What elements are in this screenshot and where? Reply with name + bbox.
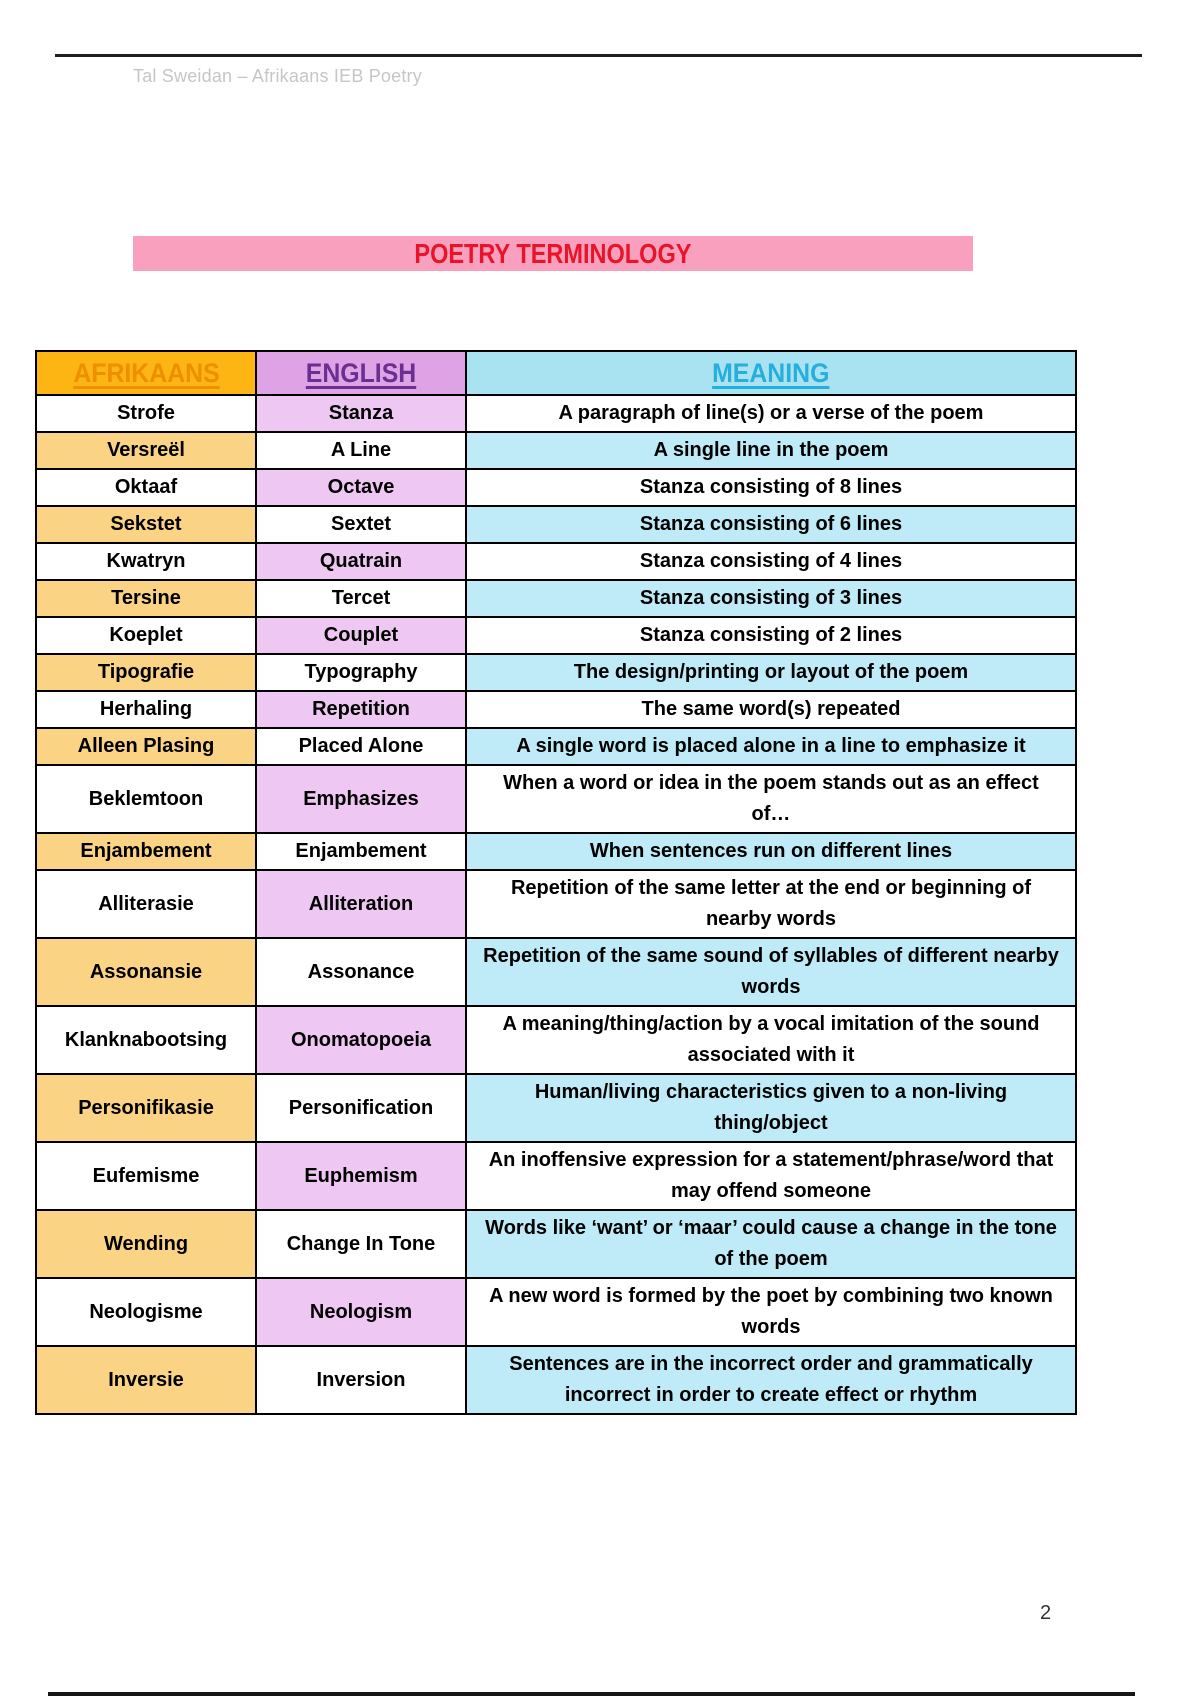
- table-row: Sekstet Sextet Stanza consisting of 6 line…: [35, 505, 1077, 544]
- table-row: Strofe Stanza A paragraph of line(s) or a …: [35, 394, 1077, 433]
- cell-afrikaans: Tipografie: [35, 653, 257, 692]
- terminology-table: AFRIKAANS ENGLISH MEANING Strofe Stanza A …: [35, 350, 1077, 1415]
- table-body: Strofe Stanza A paragraph of line(s) or a …: [35, 394, 1077, 1415]
- cell-english: Typography: [255, 653, 467, 692]
- cell-english: Tercet: [255, 579, 467, 618]
- cell-afrikaans: Kwatryn: [35, 542, 257, 581]
- cell-afrikaans: Neologisme: [35, 1277, 257, 1347]
- table-row: Klanknabootsing Onomatopoeia A meaning/thi…: [35, 1005, 1077, 1075]
- column-header-afrikaans: AFRIKAANS: [35, 350, 257, 396]
- table-row: Beklemtoon Emphasizes When a word or idea …: [35, 764, 1077, 834]
- cell-meaning: Sentences are in the incorrect order and…: [465, 1345, 1077, 1415]
- cell-meaning: Stanza consisting of 2 lines: [465, 616, 1077, 655]
- table-row: Eufemisme Euphemism An inoffensive express…: [35, 1141, 1077, 1211]
- top-rule: [55, 54, 1142, 57]
- column-header-english: ENGLISH: [255, 350, 467, 396]
- cell-meaning: Repetition of the same letter at the end…: [465, 869, 1077, 939]
- cell-meaning: The same word(s) repeated: [465, 690, 1077, 729]
- cell-english: Alliteration: [255, 869, 467, 939]
- cell-meaning: Stanza consisting of 6 lines: [465, 505, 1077, 544]
- cell-afrikaans: Alleen Plasing: [35, 727, 257, 766]
- cell-afrikaans: Beklemtoon: [35, 764, 257, 834]
- cell-english: Emphasizes: [255, 764, 467, 834]
- cell-english: A Line: [255, 431, 467, 470]
- column-header-meaning: MEANING: [465, 350, 1077, 396]
- table-row: Neologisme Neologism A new word is formed …: [35, 1277, 1077, 1347]
- cell-meaning: Stanza consisting of 4 lines: [465, 542, 1077, 581]
- table-header-row: AFRIKAANS ENGLISH MEANING: [35, 350, 1077, 396]
- cell-meaning: An inoffensive expression for a statemen…: [465, 1141, 1077, 1211]
- table-row: Enjambement Enjambement When sentences run…: [35, 832, 1077, 871]
- cell-afrikaans: Alliterasie: [35, 869, 257, 939]
- cell-afrikaans: Eufemisme: [35, 1141, 257, 1211]
- cell-meaning: The design/printing or layout of the poe…: [465, 653, 1077, 692]
- column-header-afrikaans-label: AFRIKAANS: [72, 358, 220, 388]
- column-header-english-label: ENGLISH: [305, 358, 417, 388]
- cell-meaning: Repetition of the same sound of syllable…: [465, 937, 1077, 1007]
- title-banner: POETRY TERMINOLOGY: [133, 236, 973, 271]
- cell-english: Euphemism: [255, 1141, 467, 1211]
- cell-afrikaans: Tersine: [35, 579, 257, 618]
- cell-english: Stanza: [255, 394, 467, 433]
- cell-english: Octave: [255, 468, 467, 507]
- cell-meaning: A paragraph of line(s) or a verse of the…: [465, 394, 1077, 433]
- cell-meaning: Words like ‘want’ or ‘maar’ could cause …: [465, 1209, 1077, 1279]
- cell-english: Couplet: [255, 616, 467, 655]
- cell-afrikaans: Oktaaf: [35, 468, 257, 507]
- cell-english: Placed Alone: [255, 727, 467, 766]
- cell-afrikaans: Wending: [35, 1209, 257, 1279]
- cell-afrikaans: Personifikasie: [35, 1073, 257, 1143]
- cell-english: Inversion: [255, 1345, 467, 1415]
- cell-meaning: Human/living characteristics given to a …: [465, 1073, 1077, 1143]
- table-row: Herhaling Repetition The same word(s) repe…: [35, 690, 1077, 729]
- cell-afrikaans: Enjambement: [35, 832, 257, 871]
- table-row: Tersine Tercet Stanza consisting of 3 line…: [35, 579, 1077, 618]
- cell-meaning: Stanza consisting of 3 lines: [465, 579, 1077, 618]
- table-row: Tipografie Typography The design/printing …: [35, 653, 1077, 692]
- cell-afrikaans: Sekstet: [35, 505, 257, 544]
- table-row: Alliterasie Alliteration Repetition of the…: [35, 869, 1077, 939]
- cell-english: Repetition: [255, 690, 467, 729]
- running-header: Tal Sweidan – Afrikaans IEB Poetry: [133, 66, 422, 86]
- page-title: POETRY TERMINOLOGY: [414, 237, 692, 269]
- cell-meaning: A single word is placed alone in a line …: [465, 727, 1077, 766]
- cell-afrikaans: Assonansie: [35, 937, 257, 1007]
- table-row: Wending Change In Tone Words like ‘want’ o…: [35, 1209, 1077, 1279]
- cell-meaning: A new word is formed by the poet by comb…: [465, 1277, 1077, 1347]
- table-row: Inversie Inversion Sentences are in the in…: [35, 1345, 1077, 1415]
- cell-meaning: A meaning/thing/action by a vocal imitat…: [465, 1005, 1077, 1075]
- table-row: Versreël A Line A single line in the poem: [35, 431, 1077, 470]
- table-row: Alleen Plasing Placed Alone A single word …: [35, 727, 1077, 766]
- cell-english: Change In Tone: [255, 1209, 467, 1279]
- cell-meaning: When a word or idea in the poem stands o…: [465, 764, 1077, 834]
- bottom-rule: [48, 1692, 1135, 1696]
- page-number: 2: [1040, 1602, 1052, 1624]
- cell-afrikaans: Klanknabootsing: [35, 1005, 257, 1075]
- cell-english: Quatrain: [255, 542, 467, 581]
- table-row: Oktaaf Octave Stanza consisting of 8 lines: [35, 468, 1077, 507]
- cell-afrikaans: Herhaling: [35, 690, 257, 729]
- cell-english: Assonance: [255, 937, 467, 1007]
- cell-english: Sextet: [255, 505, 467, 544]
- column-header-meaning-label: MEANING: [712, 358, 830, 388]
- cell-afrikaans: Versreël: [35, 431, 257, 470]
- table-row: Koeplet Couplet Stanza consisting of 2 lin…: [35, 616, 1077, 655]
- cell-meaning: A single line in the poem: [465, 431, 1077, 470]
- cell-afrikaans: Koeplet: [35, 616, 257, 655]
- table-row: Personifikasie Personification Human/livin…: [35, 1073, 1077, 1143]
- cell-afrikaans: Inversie: [35, 1345, 257, 1415]
- table-row: Assonansie Assonance Repetition of the sam…: [35, 937, 1077, 1007]
- cell-english: Neologism: [255, 1277, 467, 1347]
- cell-meaning: When sentences run on different lines: [465, 832, 1077, 871]
- table-row: Kwatryn Quatrain Stanza consisting of 4 li…: [35, 542, 1077, 581]
- cell-meaning: Stanza consisting of 8 lines: [465, 468, 1077, 507]
- cell-english: Onomatopoeia: [255, 1005, 467, 1075]
- cell-english: Enjambement: [255, 832, 467, 871]
- cell-afrikaans: Strofe: [35, 394, 257, 433]
- cell-english: Personification: [255, 1073, 467, 1143]
